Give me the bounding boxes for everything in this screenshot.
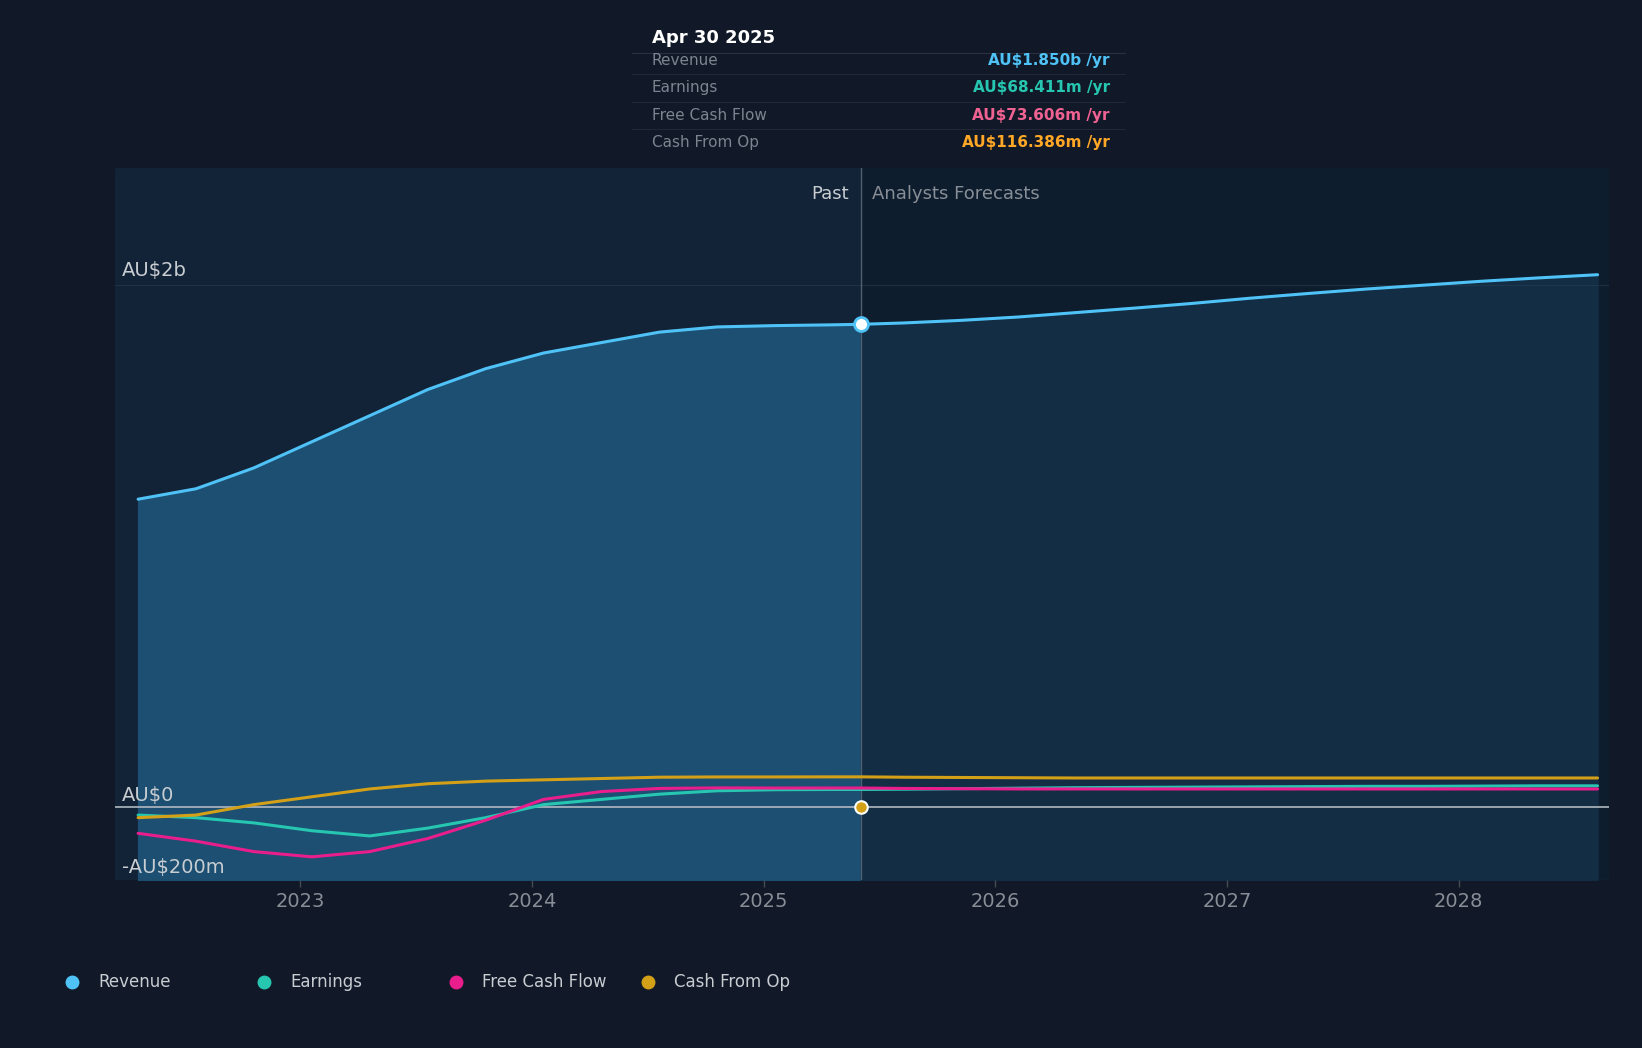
- Text: Free Cash Flow: Free Cash Flow: [483, 973, 606, 991]
- Text: -AU$200m: -AU$200m: [122, 858, 225, 877]
- Text: AU$68.411m /yr: AU$68.411m /yr: [972, 81, 1110, 95]
- Text: Cash From Op: Cash From Op: [675, 973, 790, 991]
- Text: Revenue: Revenue: [99, 973, 171, 991]
- Text: AU$0: AU$0: [122, 786, 174, 805]
- Text: AU$73.606m /yr: AU$73.606m /yr: [972, 108, 1110, 123]
- Text: Revenue: Revenue: [652, 53, 719, 68]
- Text: Free Cash Flow: Free Cash Flow: [652, 108, 767, 123]
- Text: Analysts Forecasts: Analysts Forecasts: [872, 184, 1041, 202]
- Text: Earnings: Earnings: [652, 81, 718, 95]
- Text: AU$2b: AU$2b: [122, 261, 187, 280]
- Text: Apr 30 2025: Apr 30 2025: [652, 28, 775, 47]
- Bar: [860, 168, 1609, 880]
- Text: Cash From Op: Cash From Op: [652, 135, 759, 150]
- Text: AU$116.386m /yr: AU$116.386m /yr: [962, 135, 1110, 150]
- Text: Earnings: Earnings: [291, 973, 361, 991]
- Text: AU$1.850b /yr: AU$1.850b /yr: [988, 53, 1110, 68]
- Bar: [115, 168, 860, 880]
- Text: Past: Past: [811, 184, 849, 202]
